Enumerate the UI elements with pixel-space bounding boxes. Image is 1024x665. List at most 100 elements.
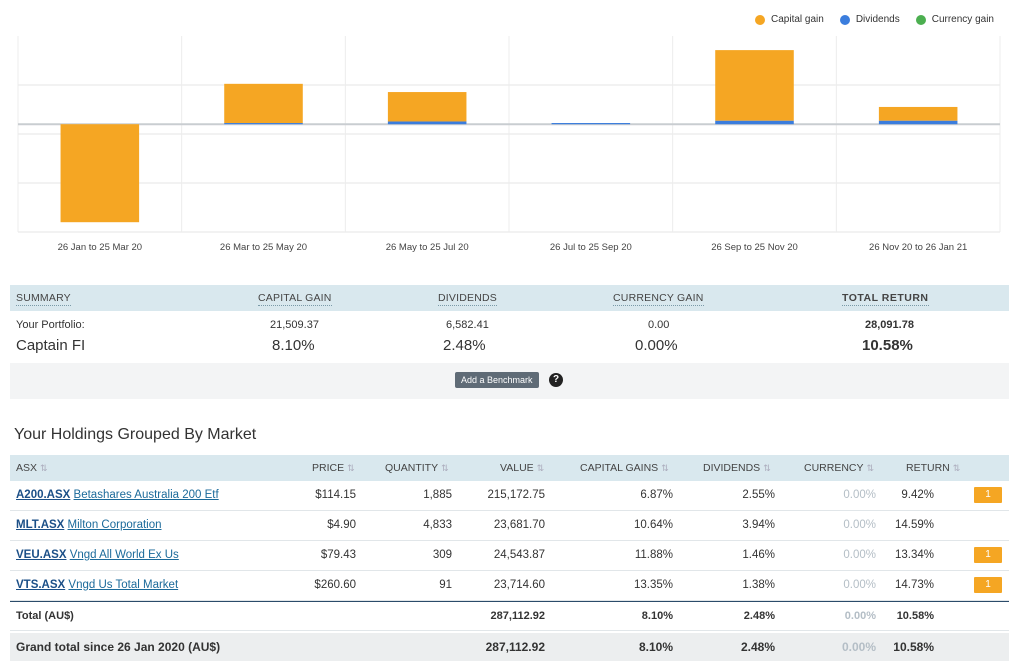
legend-item-capital-gain[interactable]: Capital gain	[755, 14, 824, 25]
holding-dividends: 3.94%	[742, 519, 775, 531]
sort-icon: ⇅	[866, 463, 875, 473]
x-tick-label: 26 Mar to 25 May 20	[220, 242, 307, 253]
benchmark-bar: Add a Benchmark ?	[10, 363, 1009, 399]
total-currency: 0.00%	[844, 610, 876, 622]
holding-value: 23,681.70	[493, 519, 545, 531]
holding-flag-badge[interactable]: 1	[974, 487, 1002, 503]
summary-col-total: TOTAL RETURN	[842, 292, 929, 306]
bar-dividends	[715, 120, 794, 125]
holding-price: $260.60	[314, 579, 356, 591]
col-header-capital-gains[interactable]: CAPITAL GAINS ⇅	[580, 462, 669, 474]
bar-capital-gain	[878, 106, 958, 121]
bar-dividends	[551, 123, 631, 125]
grand-total-value: 287,112.92	[485, 640, 545, 654]
chart-legend: Capital gain Dividends Currency gain	[755, 14, 994, 25]
holding-capital-gains: 11.88%	[634, 549, 673, 561]
holding-dividends: 1.38%	[742, 579, 775, 591]
dividends-value: 6,582.41	[446, 319, 489, 331]
holding-price: $4.90	[327, 519, 356, 531]
legend-label-dividends: Dividends	[855, 14, 900, 25]
grand-total-currency: 0.00%	[841, 640, 876, 654]
col-header-price[interactable]: PRICE ⇅	[312, 462, 355, 474]
holding-flag-badge[interactable]: 1	[974, 577, 1002, 593]
holding-currency: 0.00%	[843, 489, 876, 501]
col-header-return[interactable]: RETURN ⇅	[906, 462, 961, 474]
holding-flag-badge[interactable]: 1	[974, 547, 1002, 563]
sort-icon: ⇅	[536, 463, 545, 473]
sort-icon: ⇅	[952, 463, 961, 473]
total-capital-gains: 8.10%	[641, 610, 673, 622]
holding-currency: 0.00%	[843, 549, 876, 561]
performance-bar-chart: 26 Jan to 25 Mar 20 26 Mar to 25 May 20 26…	[17, 36, 1001, 253]
sort-icon: ⇅	[441, 463, 449, 473]
holding-name: A200.ASX Betashares Australia 200 Etf	[16, 489, 219, 501]
holdings-title: Your Holdings Grouped By Market	[14, 426, 257, 443]
legend-item-currency-gain[interactable]: Currency gain	[915, 14, 994, 25]
holding-return: 9.42%	[901, 489, 934, 501]
total-return-pct: 10.58%	[862, 337, 913, 354]
holding-capital-gains: 10.64%	[633, 519, 673, 531]
holding-name-link[interactable]: Vngd Us Total Market	[68, 579, 179, 591]
holding-currency: 0.00%	[843, 519, 876, 531]
total-row: Total (AU$) 287,112.92 8.10% 2.48% 0.00%…	[10, 601, 1009, 631]
holding-value: 215,172.75	[487, 489, 545, 501]
col-header-market[interactable]: ASX ⇅	[16, 462, 48, 474]
bar-dividends	[878, 120, 958, 125]
summary-col-capital: CAPITAL GAIN	[258, 292, 332, 306]
holding-dividends: 2.55%	[742, 489, 775, 501]
summary-col-dividends: DIVIDENDS	[438, 292, 497, 306]
summary-body: Your Portfolio: Captain FI 21,509.37 8.1…	[10, 311, 1009, 363]
holding-code-link[interactable]: A200.ASX	[16, 489, 71, 501]
holding-dividends: 1.46%	[742, 549, 775, 561]
holding-name: VEU.ASX Vngd All World Ex Us	[16, 549, 179, 561]
holding-value: 23,714.60	[493, 579, 545, 591]
sort-icon: ⇅	[347, 463, 355, 473]
bar-capital-gain	[60, 124, 140, 223]
total-dividends: 2.48%	[743, 610, 775, 622]
help-icon[interactable]: ?	[549, 373, 563, 387]
holding-quantity: 1,885	[423, 489, 452, 501]
table-row: A200.ASX Betashares Australia 200 Etf $1…	[10, 481, 1009, 511]
currency-gain-pct: 0.00%	[635, 337, 678, 354]
col-header-currency[interactable]: CURRENCY ⇅	[804, 462, 875, 474]
legend-swatch-dividends	[839, 14, 850, 25]
total-return: 10.58%	[896, 610, 934, 622]
x-tick-label: 26 Sep to 25 Nov 20	[711, 242, 798, 253]
portfolio-name: Captain FI	[16, 337, 86, 354]
holding-currency: 0.00%	[843, 579, 876, 591]
col-header-dividends[interactable]: DIVIDENDS ⇅	[703, 462, 771, 474]
x-tick-label: 26 Jan to 25 Mar 20	[58, 242, 143, 253]
bar-dividends	[224, 123, 303, 125]
bar-capital-gain	[387, 92, 467, 122]
holding-price: $114.15	[315, 489, 356, 501]
total-label: Total (AU$)	[16, 610, 74, 622]
legend-swatch-capital-gain	[755, 14, 765, 25]
col-header-value[interactable]: VALUE ⇅	[500, 462, 545, 474]
holdings-table: ASX ⇅ PRICE ⇅ QUANTITY ⇅ VALUE ⇅ CAPITAL GAI…	[10, 455, 1009, 661]
add-benchmark-button[interactable]: Add a Benchmark	[455, 372, 539, 388]
holding-code-link[interactable]: VTS.ASX	[16, 579, 66, 591]
legend-item-dividends[interactable]: Dividends	[839, 14, 900, 25]
table-row: VTS.ASX Vngd Us Total Market $260.60 91 …	[10, 571, 1009, 601]
holding-name-link[interactable]: Milton Corporation	[67, 519, 162, 531]
table-row: MLT.ASX Milton Corporation $4.90 4,833 2…	[10, 511, 1009, 541]
grand-total-capital-gains: 8.10%	[638, 640, 673, 654]
bar-capital-gain	[224, 83, 303, 124]
legend-swatch-currency-gain	[915, 14, 926, 25]
capital-gain-pct: 8.10%	[272, 337, 315, 354]
bar-dividends	[387, 121, 467, 125]
holding-return: 13.34%	[894, 549, 934, 561]
holding-name-link[interactable]: Betashares Australia 200 Etf	[73, 489, 219, 501]
holding-code-link[interactable]: VEU.ASX	[16, 549, 67, 561]
currency-gain-value: 0.00	[648, 319, 670, 331]
grand-total-label: Grand total since 26 Jan 2020 (AU$)	[16, 640, 221, 654]
holding-name: VTS.ASX Vngd Us Total Market	[16, 579, 178, 591]
holding-return: 14.59%	[894, 519, 934, 531]
holding-capital-gains: 13.35%	[633, 579, 673, 591]
col-header-quantity[interactable]: QUANTITY ⇅	[385, 462, 449, 474]
bar-capital-gain	[715, 50, 794, 121]
holding-name-link[interactable]: Vngd All World Ex Us	[69, 549, 179, 561]
holdings-header: ASX ⇅ PRICE ⇅ QUANTITY ⇅ VALUE ⇅ CAPITAL GAI…	[10, 455, 1009, 481]
holding-capital-gains: 6.87%	[640, 489, 673, 501]
holding-code-link[interactable]: MLT.ASX	[16, 519, 65, 531]
